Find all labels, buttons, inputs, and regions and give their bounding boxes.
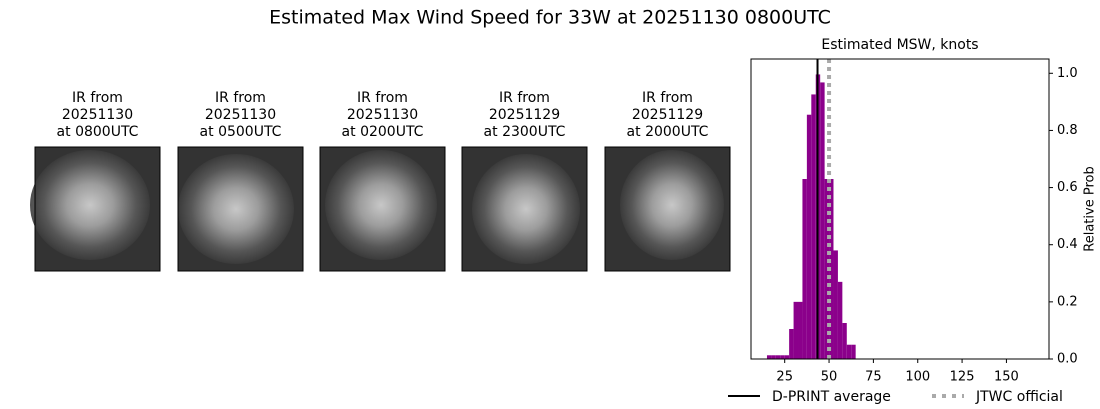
bar — [766, 355, 772, 359]
bar — [846, 344, 852, 359]
bar — [833, 250, 838, 359]
bar — [802, 179, 807, 359]
bar — [798, 301, 803, 359]
x-tick-label: 50 — [821, 370, 838, 385]
legend-label: JTWC official — [975, 389, 1063, 405]
ir-cloud — [178, 154, 294, 264]
y-tick-label: 0.8 — [1057, 123, 1078, 138]
panel-caption: 20251130 — [347, 107, 418, 123]
x-tick-label: 150 — [994, 370, 1019, 385]
panel-caption: IR from — [499, 90, 550, 106]
x-tick-label: 125 — [950, 370, 975, 385]
bar — [793, 301, 799, 359]
plot-frame — [750, 58, 1050, 360]
panel-caption: at 0800UTC — [57, 124, 139, 140]
ir-cloud — [472, 154, 580, 264]
bar — [842, 323, 847, 359]
y-tick-label: 0.2 — [1057, 294, 1078, 309]
y-tick-label: 0.4 — [1057, 237, 1078, 252]
panel-caption: IR from — [357, 90, 408, 106]
y-tick-label: 0.6 — [1057, 180, 1078, 195]
y-axis-label: Relative Prob — [1083, 166, 1098, 251]
ir-frame — [461, 146, 588, 272]
panel-caption: 20251130 — [205, 107, 276, 123]
ir-cloud — [325, 150, 437, 260]
bar — [837, 281, 843, 359]
panel-caption: 20251130 — [62, 107, 133, 123]
bar — [820, 82, 825, 359]
legend-label: D-PRINT average — [772, 389, 891, 405]
y-tick-label: 0.0 — [1057, 352, 1078, 367]
bar — [829, 179, 834, 359]
panel-caption: at 0500UTC — [200, 124, 282, 140]
chart-title: Estimated MSW, knots — [821, 37, 978, 53]
x-tick-label: 75 — [865, 370, 882, 385]
panel-caption: IR from — [72, 90, 123, 106]
panel-caption: 20251129 — [632, 107, 703, 123]
ir-frame — [319, 146, 446, 272]
ir-cloud — [30, 150, 150, 260]
ir-frame — [177, 146, 304, 272]
x-tick-label: 25 — [776, 370, 793, 385]
panel-caption: IR from — [215, 90, 266, 106]
bar — [780, 355, 785, 359]
panel-caption: at 0200UTC — [342, 124, 424, 140]
ir-cloud — [620, 150, 724, 260]
bar — [789, 329, 794, 359]
bar — [784, 355, 790, 359]
figure-title: Estimated Max Wind Speed for 33W at 2025… — [269, 7, 831, 29]
bar — [811, 94, 816, 359]
bar — [824, 179, 830, 359]
bar — [775, 355, 781, 359]
panel-caption: at 2300UTC — [484, 124, 566, 140]
ir-frame — [604, 146, 731, 272]
y-tick-label: 1.0 — [1057, 66, 1078, 81]
bar — [771, 355, 776, 359]
bar — [806, 114, 812, 359]
panel-caption: IR from — [642, 90, 693, 106]
x-tick-label: 100 — [905, 370, 930, 385]
ir-frame — [34, 146, 161, 272]
bar — [851, 344, 856, 359]
panel-caption: at 2000UTC — [627, 124, 709, 140]
panel-caption: 20251129 — [489, 107, 560, 123]
